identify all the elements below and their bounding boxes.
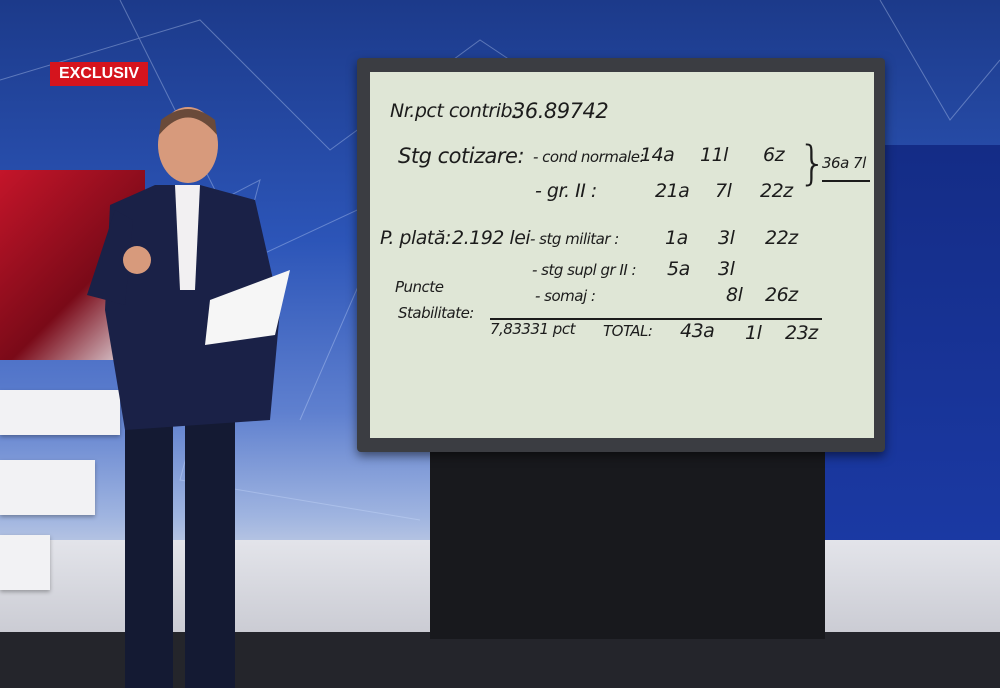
militar-years: 1a	[665, 227, 688, 249]
stagiu-sum: 36a 7l	[822, 154, 866, 172]
plata-value: 2.192 lei	[452, 227, 531, 249]
shelf	[0, 390, 120, 435]
total-days: 23z	[785, 322, 818, 344]
puncte-label: Puncte	[395, 278, 444, 296]
normal-days: 6z	[763, 144, 785, 166]
militar-months: 3l	[718, 227, 735, 249]
puncte-value: 7,83331 pct	[490, 320, 575, 338]
militar-label: - stg militar :	[530, 230, 619, 248]
contrib-label: Nr.pct contrib:	[390, 100, 518, 122]
shelf	[0, 460, 95, 515]
militar-days: 22z	[765, 227, 798, 249]
normal-label: - cond normale:	[533, 148, 645, 166]
supl-label: - stg supl gr II :	[532, 261, 637, 279]
gr2-years: 21a	[655, 180, 690, 202]
gr2-days: 22z	[760, 180, 793, 202]
shelf	[0, 535, 50, 590]
presenter	[87, 107, 290, 688]
somaj-months: 8l	[726, 284, 743, 306]
total-months: 1l	[745, 322, 762, 344]
supl-months: 3l	[718, 258, 735, 280]
total-label: TOTAL:	[603, 322, 653, 340]
underline	[822, 180, 870, 182]
board-stand	[430, 447, 825, 639]
supl-years: 5a	[667, 258, 690, 280]
stabilitate-label: Stabilitate:	[398, 304, 474, 322]
normal-months: 11l	[700, 144, 728, 166]
somaj-days: 26z	[765, 284, 798, 306]
total-years: 43a	[680, 320, 715, 342]
exclusive-badge: EXCLUSIV	[50, 62, 148, 86]
contrib-value: 36.89742	[512, 99, 609, 123]
plata-label: P. plată:	[380, 227, 451, 249]
gr2-months: 7l	[715, 180, 732, 202]
sum-line	[490, 318, 822, 320]
normal-years: 14a	[640, 144, 675, 166]
stagiu-label: Stg cotizare:	[398, 144, 525, 168]
whiteboard: Nr.pct contrib: 36.89742 Stg cotizare: -…	[370, 72, 874, 438]
gr2-label: - gr. II :	[535, 180, 597, 202]
somaj-label: - somaj :	[535, 287, 596, 305]
